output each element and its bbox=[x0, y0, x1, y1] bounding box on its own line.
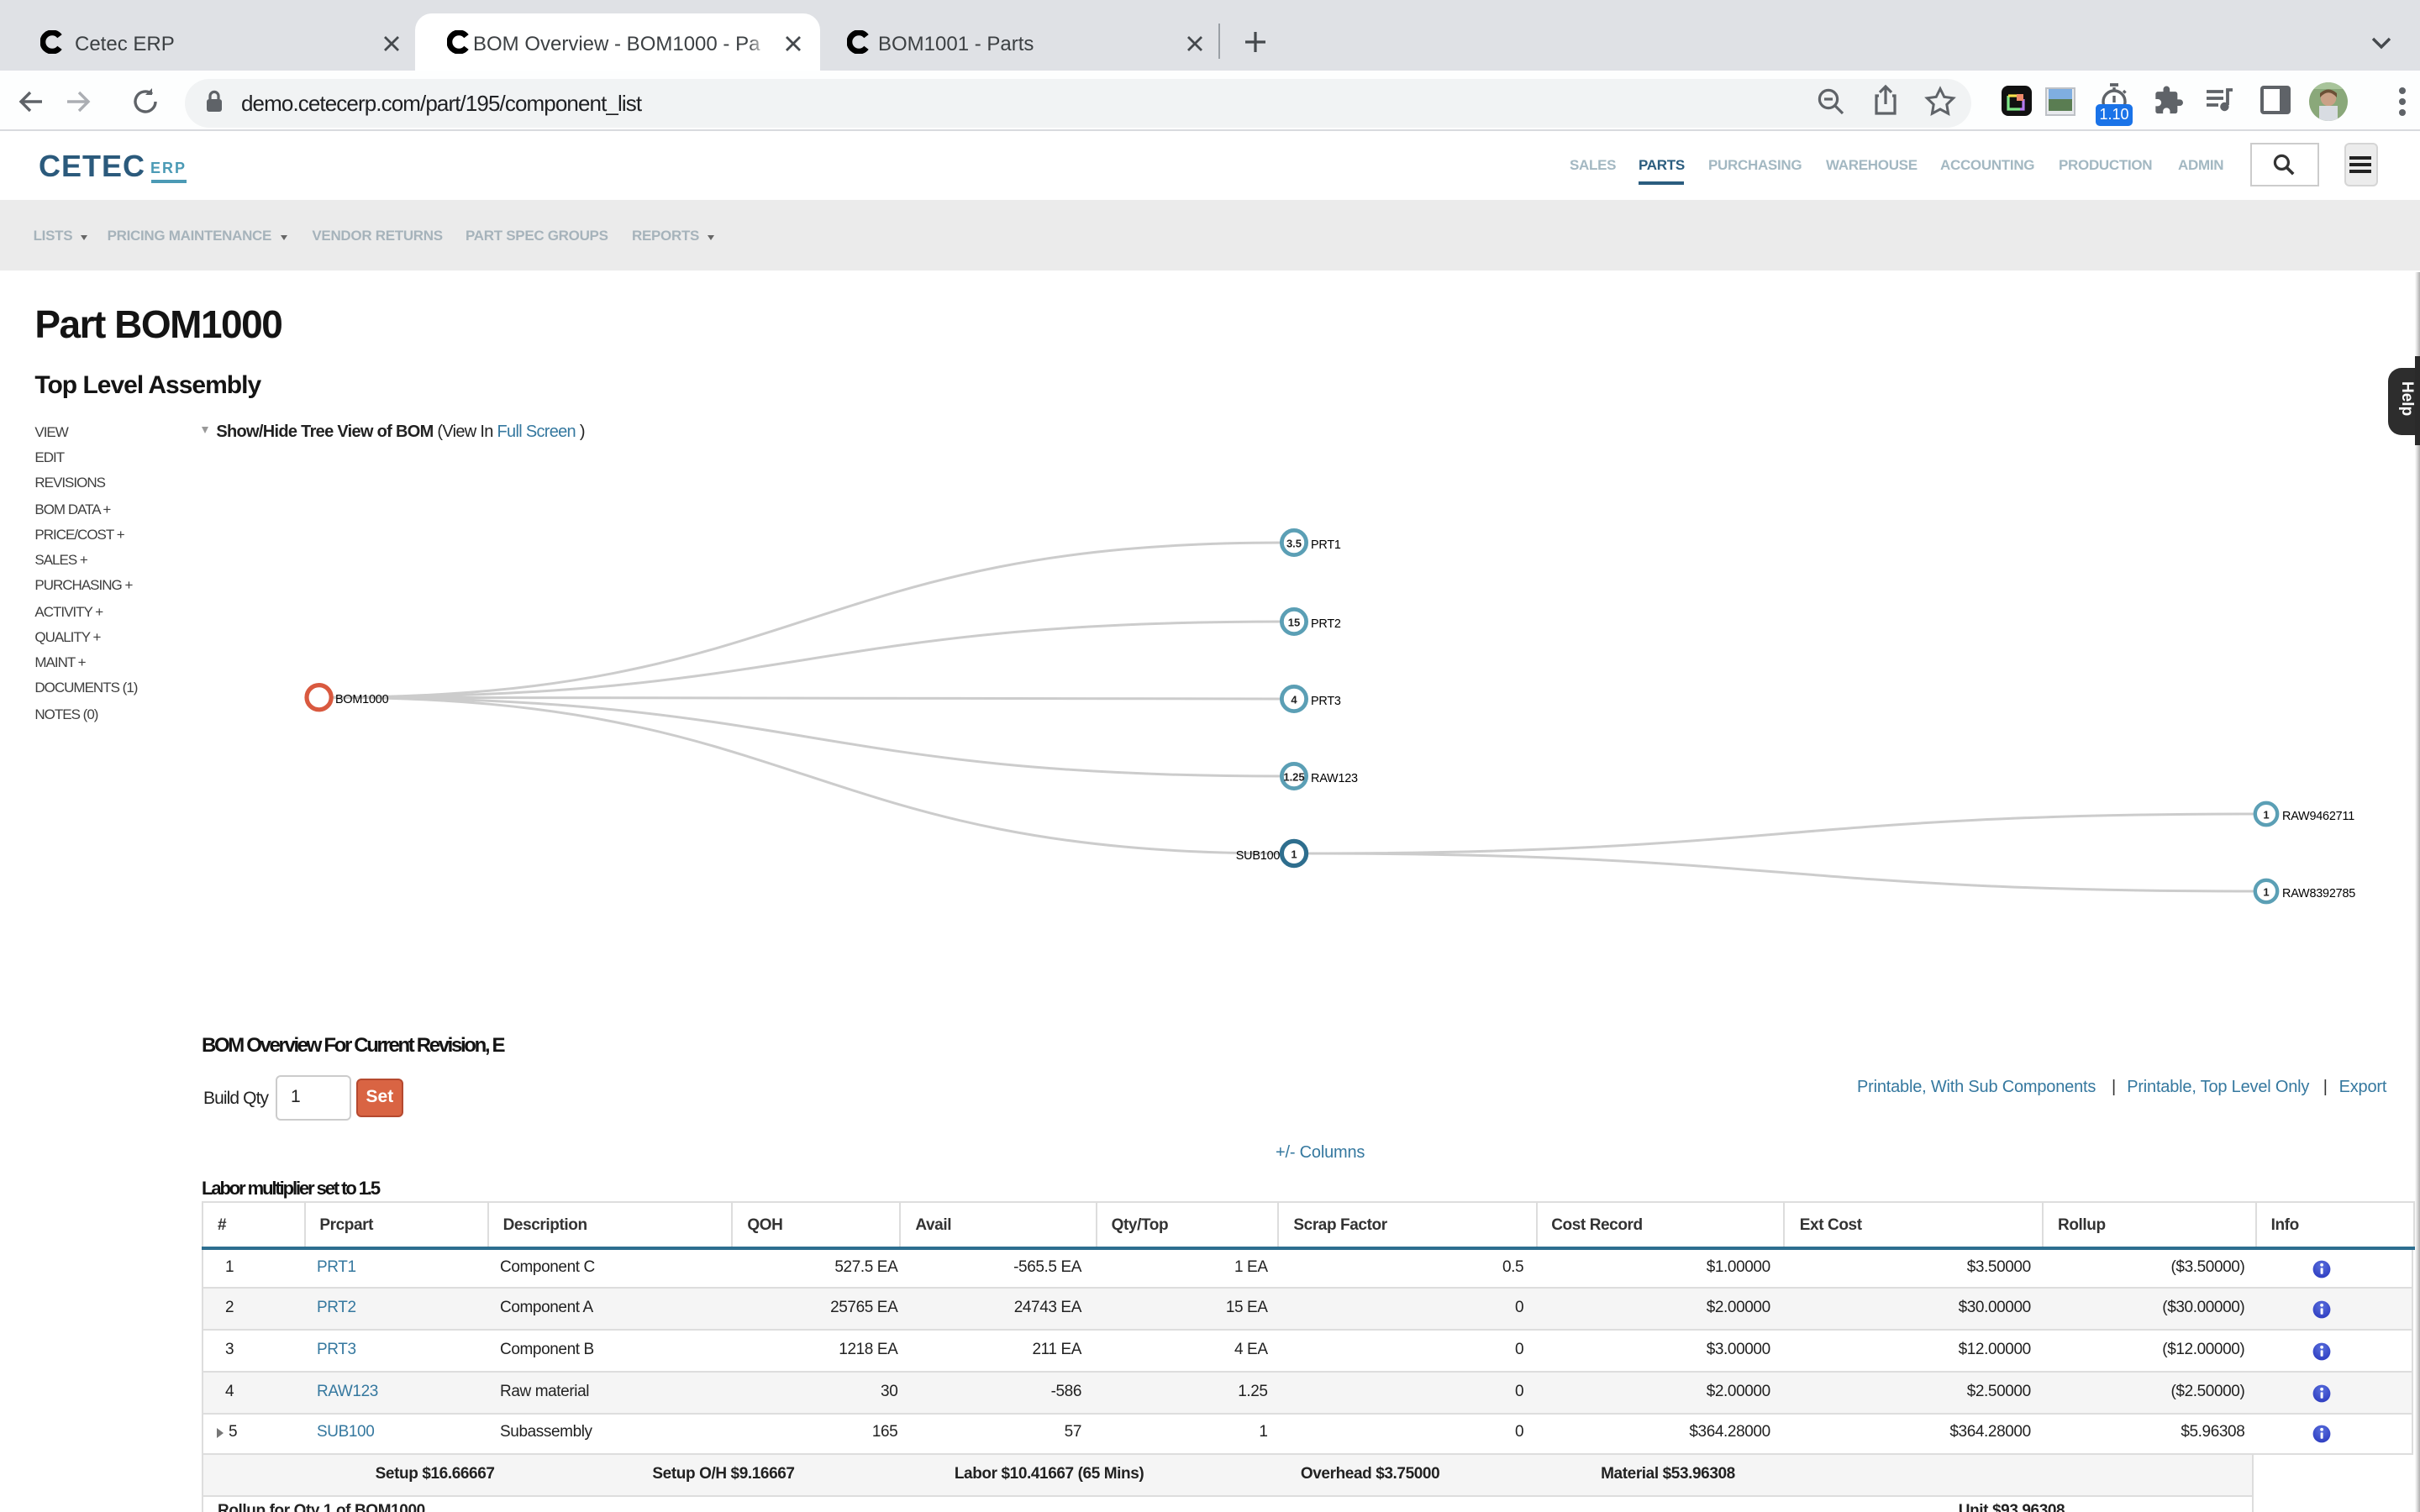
svg-text:PRT3: PRT3 bbox=[1311, 695, 1341, 708]
svg-text:3.5: 3.5 bbox=[1286, 537, 1302, 549]
svg-text:1: 1 bbox=[2263, 808, 2269, 821]
svg-text:SUB100: SUB100 bbox=[1236, 849, 1281, 863]
svg-text:RAW123: RAW123 bbox=[1311, 772, 1358, 785]
svg-text:1: 1 bbox=[1291, 848, 1297, 860]
svg-text:RAW9462711: RAW9462711 bbox=[2282, 810, 2354, 823]
svg-text:15: 15 bbox=[1288, 616, 1300, 628]
svg-text:PRT2: PRT2 bbox=[1311, 617, 1341, 631]
svg-text:4: 4 bbox=[1291, 693, 1297, 706]
svg-text:BOM1000: BOM1000 bbox=[335, 693, 389, 706]
svg-text:1: 1 bbox=[2263, 885, 2269, 898]
svg-text:RAW8392785: RAW8392785 bbox=[2282, 887, 2355, 900]
svg-text:PRT1: PRT1 bbox=[1311, 538, 1341, 552]
svg-text:1.25: 1.25 bbox=[1283, 770, 1304, 783]
